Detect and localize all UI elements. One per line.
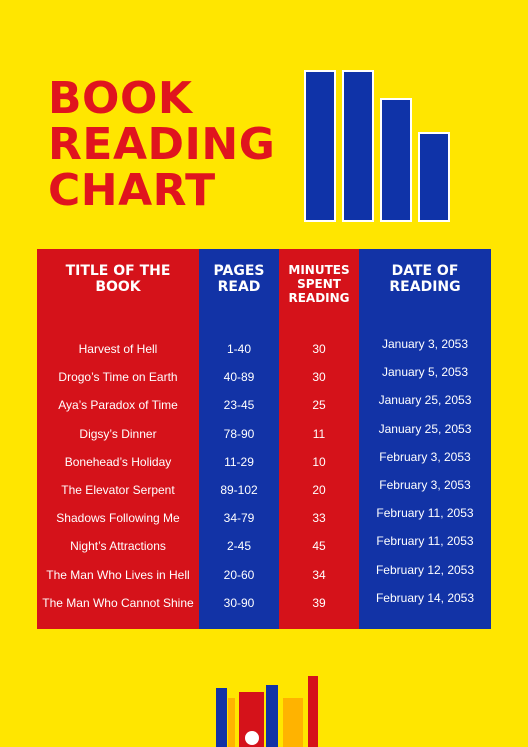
table-cell: 34 xyxy=(312,567,326,582)
table-cell: February 12, 2053 xyxy=(375,562,475,577)
table-cell: 78-90 xyxy=(223,426,255,441)
title-line-2: READING xyxy=(48,119,276,170)
book-spine-blue-2 xyxy=(266,685,278,747)
table-cell: Shadows Following Me xyxy=(56,511,180,526)
book-spine-red-2 xyxy=(308,676,318,747)
table-cell: Digsy’s Dinner xyxy=(79,426,157,441)
table-cell: 20-60 xyxy=(223,567,255,582)
books-icon xyxy=(214,676,324,747)
book-dot xyxy=(245,731,259,745)
column-header-pages: PAGES READ xyxy=(213,263,265,295)
table-cell: 11 xyxy=(312,426,326,441)
column-cells-title: Harvest of Hell Drogo’s Time on Earth Aya’… xyxy=(37,335,199,617)
page-title: BOOK READING CHART xyxy=(48,76,275,214)
table-cell: January 3, 2053 xyxy=(381,337,469,351)
table-cell: February 3, 2053 xyxy=(379,449,471,464)
table-cell: January 5, 2053 xyxy=(381,365,469,380)
column-cells-pages: 1-40 40-89 23-45 78-90 11-29 89-102 34-79 2-45 2… xyxy=(199,335,279,617)
column-minutes: MINUTES SPENT READING 30 30 25 11 10 20 33 45 34… xyxy=(279,249,359,629)
bar-chart-icon-bar-4 xyxy=(418,132,450,222)
column-title: TITLE OF THE BOOK Harvest of Hell Drogo’s… xyxy=(37,249,199,629)
table-cell: January 25, 2053 xyxy=(378,421,472,436)
table-cell: 30 xyxy=(312,370,326,385)
table-cell: February 11, 2053 xyxy=(376,506,474,521)
table-cell: January 25, 2053 xyxy=(378,393,472,408)
table-cell: Aya’s Paradox of Time xyxy=(58,398,178,413)
reading-table: TITLE OF THE BOOK Harvest of Hell Drogo’s… xyxy=(37,249,491,629)
table-cell: 11-29 xyxy=(224,454,254,469)
table-cell: 30 xyxy=(312,342,326,356)
column-cells-date: January 3, 2053 January 5, 2053 January 25… xyxy=(359,330,491,612)
table-cell: Night’s Attractions xyxy=(70,539,166,554)
table-cell: 40-89 xyxy=(223,370,255,385)
table-cell: 39 xyxy=(312,595,326,610)
column-pages: PAGES READ 1-40 40-89 23-45 78-90 11-29 89-10… xyxy=(199,249,279,629)
table-cell: 10 xyxy=(312,454,326,469)
book-spine-orange-1 xyxy=(228,698,235,747)
table-cell: February 3, 2053 xyxy=(379,477,471,492)
table-cell: February 14, 2053 xyxy=(375,590,475,605)
table-cell: The Man Who Lives in Hell xyxy=(46,567,190,582)
table-cell: Drogo’s Time on Earth xyxy=(58,370,178,385)
title-line-3: CHART xyxy=(48,165,216,216)
table-cell: February 11, 2053 xyxy=(376,534,474,549)
book-spine-blue-1 xyxy=(216,688,227,747)
book-spine-orange-2 xyxy=(283,698,303,747)
table-cell: The Man Who Cannot Shine xyxy=(42,595,194,610)
table-cell: 33 xyxy=(312,511,326,526)
column-header-date: DATE OF READING xyxy=(389,263,461,295)
bar-chart-icon-bar-3 xyxy=(380,98,412,222)
table-cell: 2-45 xyxy=(226,539,252,554)
title-line-1: BOOK xyxy=(48,73,193,124)
table-cell: 89-102 xyxy=(220,482,258,497)
table-cell: Bonehead’s Holiday xyxy=(64,454,172,469)
table-cell: 1-40 xyxy=(226,342,252,356)
column-cells-minutes: 30 30 25 11 10 20 33 45 34 39 xyxy=(279,335,359,617)
bar-chart-icon-bar-1 xyxy=(304,70,336,222)
table-cell: Harvest of Hell xyxy=(78,342,158,356)
table-cell: 34-79 xyxy=(223,511,255,526)
table-cell: 20 xyxy=(312,482,326,497)
bar-chart-icon-bar-2 xyxy=(342,70,374,222)
table-cell: 23-45 xyxy=(223,398,255,413)
column-header-title: TITLE OF THE BOOK xyxy=(65,263,171,295)
table-cell: 45 xyxy=(312,539,326,554)
bar-chart-icon xyxy=(304,70,450,222)
table-cell: The Elevator Serpent xyxy=(61,482,175,497)
column-date: DATE OF READING January 3, 2053 January 5… xyxy=(359,249,491,629)
table-cell: 30-90 xyxy=(223,595,255,610)
table-cell: 25 xyxy=(312,398,326,413)
column-header-minutes: MINUTES SPENT READING xyxy=(288,263,350,305)
